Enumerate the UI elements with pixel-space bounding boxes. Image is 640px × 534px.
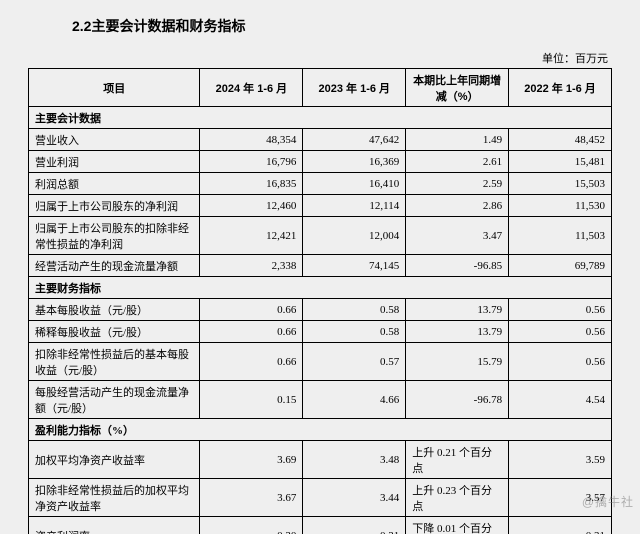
table-row: 经营活动产生的现金流量净额2,33874,145-96.8569,789: [29, 255, 612, 277]
cell-change: 1.49: [406, 129, 509, 151]
cell-2023: 0.58: [303, 299, 406, 321]
table-row: 扣除非经常性损益后的加权平均净资产收益率3.673.44上升 0.23 个百分点…: [29, 479, 612, 517]
cell-2024: 16,835: [200, 173, 303, 195]
cell-2022: 0.56: [509, 299, 612, 321]
unit-label: 单位：百万元: [28, 50, 608, 66]
section-title: 主要会计数据: [29, 107, 612, 129]
row-label: 营业利润: [29, 151, 200, 173]
row-label: 归属于上市公司股东的净利润: [29, 195, 200, 217]
col-header-item: 项目: [29, 69, 200, 107]
cell-2024: 12,421: [200, 217, 303, 255]
cell-2022: 69,789: [509, 255, 612, 277]
cell-2022: 0.56: [509, 321, 612, 343]
table-row: 营业利润16,79616,3692.6115,481: [29, 151, 612, 173]
row-label: 经营活动产生的现金流量净额: [29, 255, 200, 277]
cell-change: -96.78: [406, 381, 509, 419]
table-row: 稀释每股收益（元/股）0.660.5813.790.56: [29, 321, 612, 343]
cell-change: 上升 0.23 个百分点: [406, 479, 509, 517]
cell-2024: 12,460: [200, 195, 303, 217]
col-header-2022: 2022 年 1-6 月: [509, 69, 612, 107]
row-label: 利润总额: [29, 173, 200, 195]
table-row: 营业收入48,35447,6421.4948,452: [29, 129, 612, 151]
cell-2024: 0.30: [200, 517, 303, 534]
cell-2022: 3.57: [509, 479, 612, 517]
section-row: 盈利能力指标（%）: [29, 419, 612, 441]
cell-change: 下降 0.01 个百分点: [406, 517, 509, 534]
cell-2024: 0.66: [200, 321, 303, 343]
cell-2024: 0.66: [200, 299, 303, 321]
cell-change: 2.61: [406, 151, 509, 173]
table-row: 每股经营活动产生的现金流量净额（元/股）0.154.66-96.784.54: [29, 381, 612, 419]
section-row: 主要会计数据: [29, 107, 612, 129]
section-title: 盈利能力指标（%）: [29, 419, 612, 441]
cell-2022: 15,481: [509, 151, 612, 173]
cell-2022: 11,530: [509, 195, 612, 217]
row-label: 营业收入: [29, 129, 200, 151]
row-label: 稀释每股收益（元/股）: [29, 321, 200, 343]
document-page: 2.2主要会计数据和财务指标 单位：百万元 项目 2024 年 1-6 月 20…: [0, 0, 640, 534]
cell-2024: 0.15: [200, 381, 303, 419]
row-label: 资产利润率: [29, 517, 200, 534]
cell-2023: 0.58: [303, 321, 406, 343]
cell-2022: 48,452: [509, 129, 612, 151]
table-row: 资产利润率0.300.31下降 0.01 个百分点0.31: [29, 517, 612, 534]
cell-2023: 74,145: [303, 255, 406, 277]
cell-2022: 11,503: [509, 217, 612, 255]
cell-change: 2.59: [406, 173, 509, 195]
cell-2023: 12,004: [303, 217, 406, 255]
table-header-row: 项目 2024 年 1-6 月 2023 年 1-6 月 本期比上年同期增减（%…: [29, 69, 612, 107]
section-title: 主要财务指标: [29, 277, 612, 299]
cell-2023: 12,114: [303, 195, 406, 217]
cell-change: 2.86: [406, 195, 509, 217]
cell-2024: 48,354: [200, 129, 303, 151]
cell-2023: 3.48: [303, 441, 406, 479]
row-label: 加权平均净资产收益率: [29, 441, 200, 479]
cell-2023: 47,642: [303, 129, 406, 151]
row-label: 每股经营活动产生的现金流量净额（元/股）: [29, 381, 200, 419]
cell-2023: 3.44: [303, 479, 406, 517]
table-row: 利润总额16,83516,4102.5915,503: [29, 173, 612, 195]
col-header-2024: 2024 年 1-6 月: [200, 69, 303, 107]
table-row: 归属于上市公司股东的净利润12,46012,1142.8611,530: [29, 195, 612, 217]
row-label: 基本每股收益（元/股）: [29, 299, 200, 321]
cell-2022: 4.54: [509, 381, 612, 419]
cell-change: -96.85: [406, 255, 509, 277]
cell-2022: 15,503: [509, 173, 612, 195]
cell-change: 上升 0.21 个百分点: [406, 441, 509, 479]
cell-2024: 16,796: [200, 151, 303, 173]
cell-2024: 3.67: [200, 479, 303, 517]
cell-2023: 16,369: [303, 151, 406, 173]
cell-change: 13.79: [406, 299, 509, 321]
cell-2023: 4.66: [303, 381, 406, 419]
col-header-2023: 2023 年 1-6 月: [303, 69, 406, 107]
cell-2024: 3.69: [200, 441, 303, 479]
table-row: 基本每股收益（元/股）0.660.5813.790.56: [29, 299, 612, 321]
cell-change: 3.47: [406, 217, 509, 255]
cell-2022: 3.59: [509, 441, 612, 479]
cell-2023: 0.31: [303, 517, 406, 534]
row-label: 扣除非经常性损益后的加权平均净资产收益率: [29, 479, 200, 517]
row-label: 扣除非经常性损益后的基本每股收益（元/股）: [29, 343, 200, 381]
cell-2023: 0.57: [303, 343, 406, 381]
table-row: 归属于上市公司股东的扣除非经常性损益的净利润12,42112,0043.4711…: [29, 217, 612, 255]
section-heading: 2.2主要会计数据和财务指标: [72, 16, 612, 36]
section-row: 主要财务指标: [29, 277, 612, 299]
cell-2022: 0.56: [509, 343, 612, 381]
cell-2022: 0.31: [509, 517, 612, 534]
cell-2024: 0.66: [200, 343, 303, 381]
table-row: 扣除非经常性损益后的基本每股收益（元/股）0.660.5715.790.56: [29, 343, 612, 381]
cell-2023: 16,410: [303, 173, 406, 195]
cell-2024: 2,338: [200, 255, 303, 277]
content-area: 2.2主要会计数据和财务指标 单位：百万元 项目 2024 年 1-6 月 20…: [0, 0, 640, 534]
cell-change: 15.79: [406, 343, 509, 381]
financial-table: 项目 2024 年 1-6 月 2023 年 1-6 月 本期比上年同期增减（%…: [28, 68, 612, 534]
row-label: 归属于上市公司股东的扣除非经常性损益的净利润: [29, 217, 200, 255]
col-header-change: 本期比上年同期增减（%）: [406, 69, 509, 107]
table-row: 加权平均净资产收益率3.693.48上升 0.21 个百分点3.59: [29, 441, 612, 479]
cell-change: 13.79: [406, 321, 509, 343]
